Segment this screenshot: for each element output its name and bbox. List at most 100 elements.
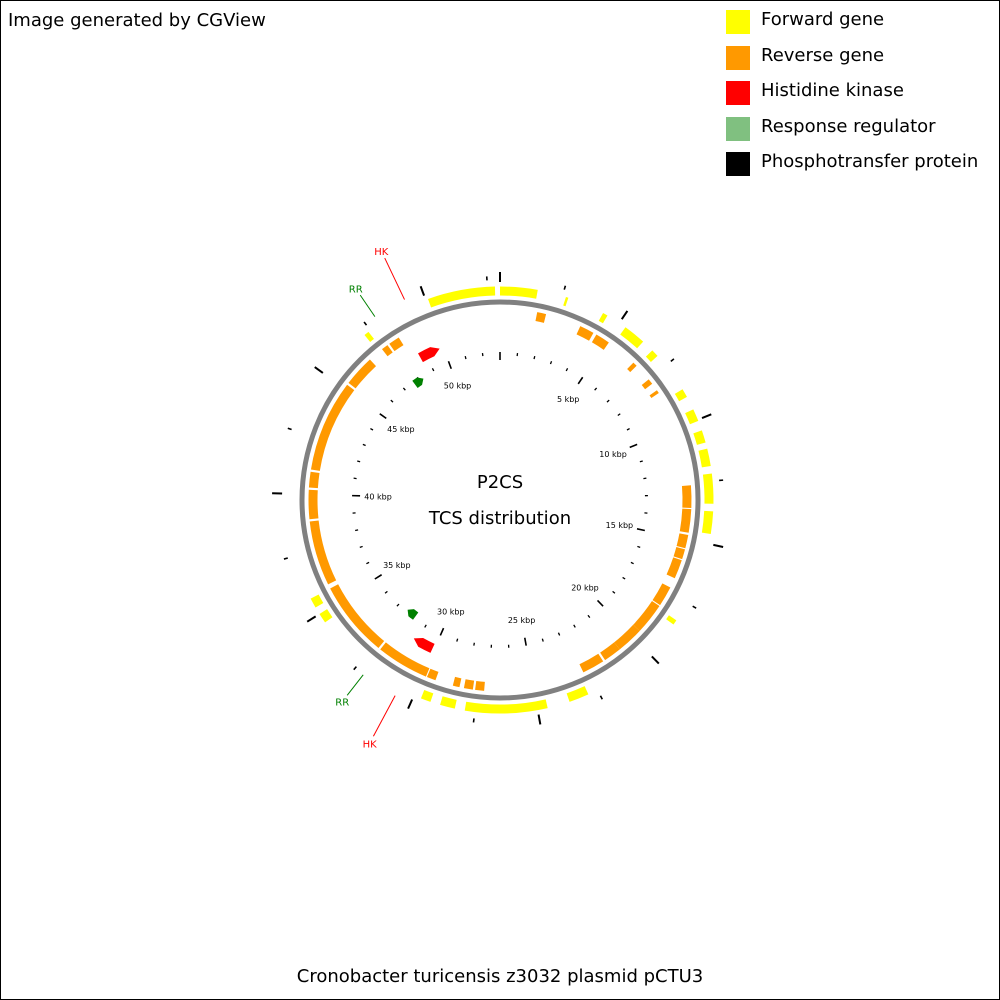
ruler-minor-tick [557,632,561,636]
annotation-line [384,257,405,300]
ruler-minor-tick [384,590,388,594]
forward-gene [464,699,548,714]
ruler-minor-tick [573,624,576,628]
annotation-line [346,674,364,696]
ruler-minor-tick [549,361,553,365]
outer-minor-tick [283,557,288,560]
ruler-label: 40 kbp [364,492,392,501]
legend-label-histidine-kinase: Histidine kinase [761,80,904,101]
response-regulator-gene [412,377,424,389]
reverse-gene [308,489,319,520]
ruler-major-tick [636,528,645,532]
ruler-label: 35 kbp [383,561,411,570]
ruler-label: 30 kbp [437,608,465,617]
ruler-major-tick [629,443,638,449]
forward-gene-track [310,286,714,714]
outer-minor-tick [563,285,567,290]
ruler-minor-tick [424,624,427,628]
outer-major-tick [419,285,426,296]
annotation-line [372,695,396,737]
reverse-gene-track [308,312,692,691]
forward-gene [566,686,589,702]
forward-gene [685,409,699,425]
center-title: P2CS [477,472,523,493]
ruler-minor-tick [366,561,370,565]
tcs-gene-track [407,347,440,653]
ruler-minor-tick [565,368,569,372]
ruler-minor-tick [359,545,363,549]
ruler-label: 5 kbp [557,395,579,404]
ruler-major-tick [439,627,445,636]
forward-gene [319,609,333,623]
ruler-minor-tick [390,399,394,403]
credit-text: Image generated by CGView [8,10,266,31]
ruler-label: 45 kbp [387,425,415,434]
outer-minor-tick [287,427,292,431]
outer-major-tick [314,366,324,374]
ruler-minor-tick [594,387,598,391]
reverse-gene [452,676,462,688]
reverse-gene [535,312,547,323]
ruler-ticks: 5 kbp 10 kbp 15 kbp 20 kbp 25 kbp 30 kbp 35 kb… [352,352,648,648]
ruler-major-tick [374,574,383,580]
legend-label-response-regulator: Response regulator [761,115,936,137]
ruler-minor-tick [396,603,400,607]
ruler-minor-tick [630,561,634,565]
forward-gene [666,615,677,625]
annotation-label: HK [374,247,389,258]
reverse-gene [676,533,689,549]
ruler-minor-tick [431,368,435,372]
forward-gene [598,313,608,324]
ruler-minor-tick [637,545,641,549]
reverse-gene [600,642,620,661]
outer-scale-ticks [272,272,724,725]
outer-major-tick [306,615,317,623]
ruler-major-tick [596,599,604,607]
reverse-gene [591,334,609,350]
reverse-gene [463,679,475,690]
reverse-gene [579,653,604,673]
forward-gene [364,331,374,342]
reverse-gene [348,359,377,389]
ruler-minor-tick [456,638,459,642]
reverse-gene [380,642,430,677]
legend-label-forward-gene: Forward gene [761,9,885,30]
legend-swatch-forward-gene [726,10,750,34]
reverse-gene [426,668,439,681]
reverse-gene [666,557,682,579]
outer-major-tick [620,310,629,320]
forward-gene [698,448,711,468]
ruler-major-tick [577,376,584,385]
forward-gene [563,296,569,307]
legend-swatch-phosphotransfer-protein [726,152,750,176]
ruler-minor-tick [355,529,359,532]
ruler-major-tick [447,360,453,370]
outer-minor-tick [599,695,603,700]
legend-swatch-response-regulator [726,116,750,141]
ruler-minor-tick [370,427,374,431]
reverse-gene [633,601,660,631]
outer-minor-tick [692,605,697,609]
outer-major-tick [651,655,660,665]
ruler-minor-tick [402,387,406,391]
center-subtitle: TCS distribution [428,508,571,529]
legend-label-phosphotransfer-protein: Phosphotransfer protein [761,151,979,172]
ruler-label: 25 kbp [508,616,536,625]
outer-major-tick [701,413,712,419]
forward-gene [645,350,658,362]
outer-major-tick [537,714,542,725]
ruler-minor-tick [626,427,630,431]
outer-minor-tick [353,666,357,671]
map-caption: Cronobacter turicensis z3032 plasmid pCT… [296,966,704,987]
reverse-gene [641,379,653,390]
ruler-label: 20 kbp [571,584,599,593]
forward-gene [693,430,706,445]
ruler-minor-tick [617,413,621,416]
forward-gene [499,286,538,299]
ruler-label: 15 kbp [606,521,634,530]
ruler-minor-tick [473,642,475,646]
outer-major-tick [713,543,724,548]
reverse-gene [652,583,671,606]
